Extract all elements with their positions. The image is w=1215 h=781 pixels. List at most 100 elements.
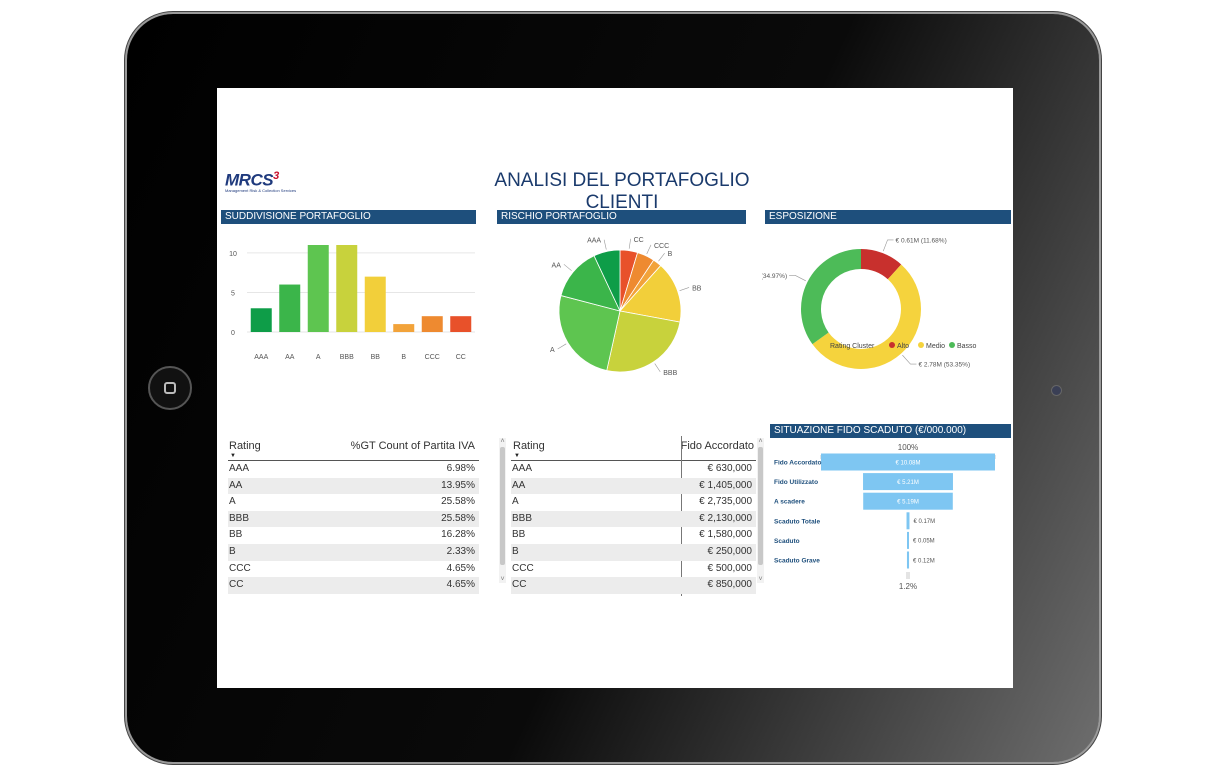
column-header-fido[interactable]: Fido Accordato: [680, 440, 754, 452]
rating-cell: CC: [229, 579, 244, 591]
table-row[interactable]: CCC € 500,000: [511, 561, 756, 578]
rating-cell: BB: [229, 529, 243, 541]
x-tick-label: AA: [285, 354, 295, 361]
table-row[interactable]: B 2.33%: [228, 544, 479, 561]
funnel-data-label: € 5.19M: [897, 500, 919, 506]
rating-cell: B: [229, 546, 236, 557]
slice-label: BB: [692, 285, 702, 292]
logo-superscript: 3: [273, 170, 279, 182]
table-row[interactable]: AA 13.95%: [228, 477, 479, 495]
overdue-funnel-chart: 100% Fido Accordato € 10.08M Fido Utilizzat…: [774, 443, 996, 591]
rating-cell: AA: [512, 479, 526, 491]
table-row[interactable]: A 25.58%: [228, 494, 479, 511]
bar: [250, 308, 272, 332]
funnel-category-label: Fido Accordato: [774, 460, 821, 467]
scroll-up-icon[interactable]: ˄: [758, 438, 763, 445]
value-cell: 4.65%: [446, 562, 475, 574]
value-cell: € 1,405,000: [699, 479, 752, 491]
table-row[interactable]: B € 250,000: [511, 544, 756, 561]
x-tick-label: B: [401, 354, 406, 361]
logo-tagline: Management Risk & Collection Services: [225, 187, 297, 193]
logo-text: MRCS: [225, 170, 274, 190]
leader-line: [603, 239, 607, 250]
sort-desc-icon[interactable]: ▼: [514, 453, 520, 459]
rating-cell: AA: [229, 479, 243, 491]
funnel-category-label: Scaduto: [774, 538, 800, 545]
pie-slice: [606, 310, 681, 373]
scroll-thumb[interactable]: [758, 447, 763, 565]
table-row[interactable]: BBB € 2,130,000: [511, 510, 756, 528]
table-scrollbar-right[interactable]: ˄ ˅: [757, 438, 764, 583]
legend-label: Basso: [957, 343, 977, 350]
camera-icon: [1051, 385, 1062, 396]
table-row[interactable]: AAA € 630,000: [511, 461, 756, 478]
header-divider: [228, 460, 479, 461]
slice-label: CC: [634, 237, 644, 244]
value-cell: 2.33%: [446, 546, 475, 557]
leader-line: [902, 354, 917, 365]
column-header-rating[interactable]: Rating: [513, 440, 545, 452]
slice-label: BBB: [663, 370, 677, 377]
table-row[interactable]: AA € 1,405,000: [511, 477, 756, 495]
sort-desc-icon[interactable]: ▼: [230, 453, 236, 459]
table-row[interactable]: CCC 4.65%: [228, 561, 479, 578]
leader-line: [679, 287, 690, 291]
value-cell: 4.65%: [446, 579, 475, 591]
funnel-category-label: Fido Utilizzato: [774, 479, 818, 486]
funnel-category-label: Scaduto Totale: [774, 518, 820, 525]
table-row[interactable]: BB 16.28%: [228, 527, 479, 544]
leader-line: [646, 244, 652, 255]
funnel-bar: [821, 453, 995, 471]
pie-slice: [593, 249, 621, 312]
value-cell: € 2,735,000: [699, 496, 752, 508]
value-cell: € 850,000: [707, 579, 753, 591]
rating-cell: BB: [512, 529, 526, 541]
scroll-up-icon[interactable]: ˄: [500, 438, 505, 445]
column-header-rating[interactable]: Rating: [229, 440, 261, 452]
value-cell: € 630,000: [707, 463, 753, 474]
y-tick-label: 0: [231, 330, 235, 337]
fido-accordato-table: Rating Fido Accordato ▼ AAA € 630,000 AA € …: [511, 436, 756, 596]
value-cell: € 1,580,000: [699, 529, 752, 541]
table-row[interactable]: CC 4.65%: [228, 577, 479, 594]
pie-slice: [619, 265, 682, 323]
funnel-data-label: € 0.05M: [913, 539, 935, 545]
bar: [279, 284, 301, 332]
donut-slice: [801, 249, 861, 345]
table-row[interactable]: A € 2,735,000: [511, 494, 756, 511]
section-header-overdue: SITUAZIONE FIDO SCADUTO (€/000.000): [770, 424, 1011, 438]
leader-line: [789, 275, 806, 282]
rating-cell: CC: [512, 579, 527, 591]
pie-slice: [558, 295, 621, 372]
donut-slice: [861, 249, 902, 280]
slice-label: B: [668, 251, 673, 258]
scroll-down-icon[interactable]: ˅: [758, 576, 763, 583]
table-row[interactable]: CC € 850,000: [511, 577, 756, 594]
x-tick-label: CC: [456, 354, 466, 361]
value-cell: € 2,130,000: [699, 512, 752, 524]
rating-cell: A: [512, 496, 519, 508]
column-header-gt-count[interactable]: %GT Count of Partita IVA: [350, 440, 475, 452]
legend-title: Rating Cluster: [830, 343, 875, 350]
home-button[interactable]: [148, 366, 192, 410]
scroll-down-icon[interactable]: ˅: [500, 576, 505, 583]
table-row[interactable]: BB € 1,580,000: [511, 527, 756, 544]
scroll-thumb[interactable]: [500, 447, 505, 565]
leader-line: [654, 363, 661, 373]
pie-slice: [560, 255, 621, 312]
table-scrollbar-left[interactable]: ˄ ˅: [499, 438, 506, 583]
leader-line: [628, 238, 631, 249]
x-tick-label: A: [316, 354, 321, 361]
table-row[interactable]: BBB 25.58%: [228, 510, 479, 528]
value-cell: 25.58%: [441, 512, 475, 524]
leader-line: [563, 264, 572, 271]
funnel-bar: [906, 551, 910, 569]
bar: [450, 316, 472, 332]
x-tick-label: CCC: [425, 354, 440, 361]
rating-cell: BBB: [229, 512, 250, 524]
funnel-data-label: € 0.12M: [913, 558, 935, 564]
table-row[interactable]: AAA 6.98%: [228, 461, 479, 478]
legend-label: Alto: [897, 343, 909, 350]
